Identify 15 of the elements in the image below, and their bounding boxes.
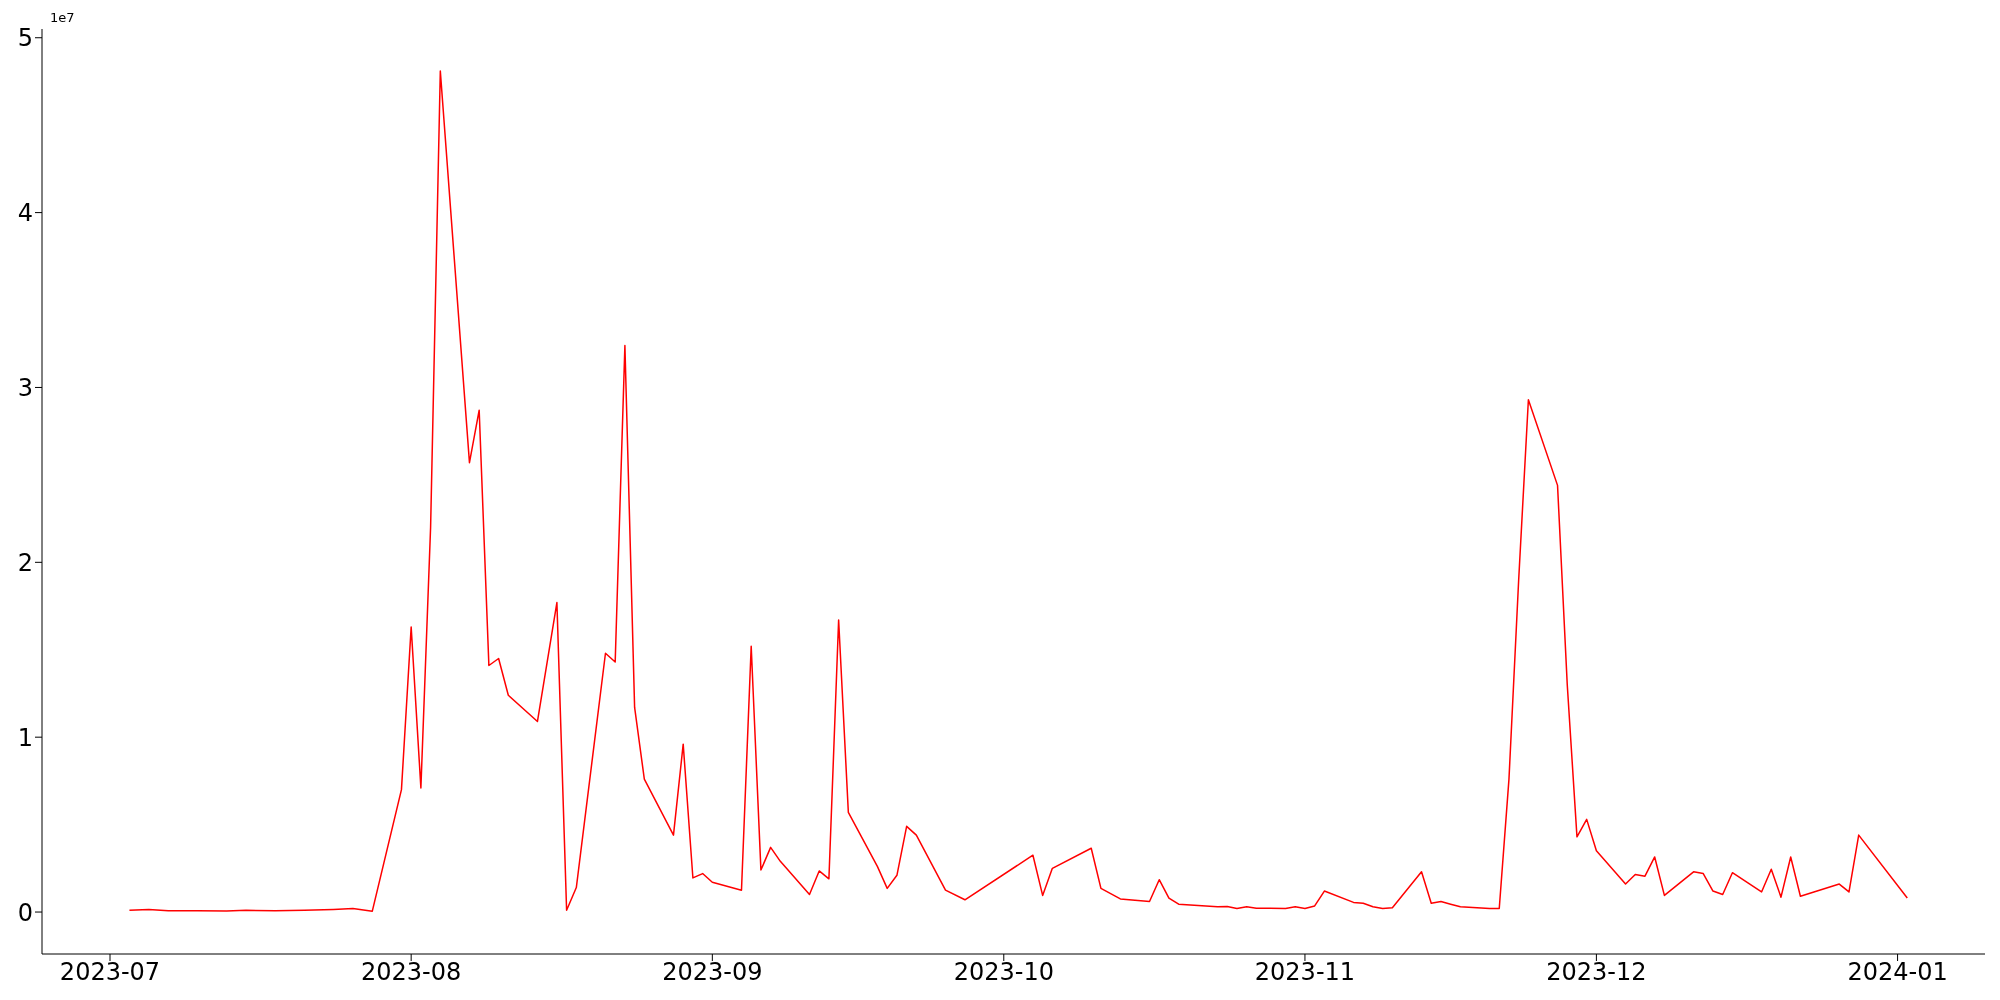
y-tick-label: 2: [17, 548, 33, 577]
y-tick-label: 5: [17, 24, 33, 53]
line-series: [128, 70, 1909, 912]
x-tick-label: 2023-07: [59, 958, 161, 987]
y-tick-label: 3: [17, 373, 33, 402]
x-tick-label: 2024-01: [1847, 958, 1948, 987]
x-tick-label: 2023-11: [1254, 958, 1356, 987]
x-tick-label: 2023-09: [662, 958, 763, 987]
x-tick-label: 2023-08: [361, 958, 462, 987]
x-tick-label: 2023-12: [1546, 958, 1647, 987]
text: 1e7: [50, 10, 75, 25]
y-tick-label: 1: [17, 723, 33, 752]
y-tick-label: 4: [17, 199, 33, 228]
y-tick-label: 0: [17, 898, 33, 927]
x-tick-label: 2023-10: [953, 958, 1054, 987]
